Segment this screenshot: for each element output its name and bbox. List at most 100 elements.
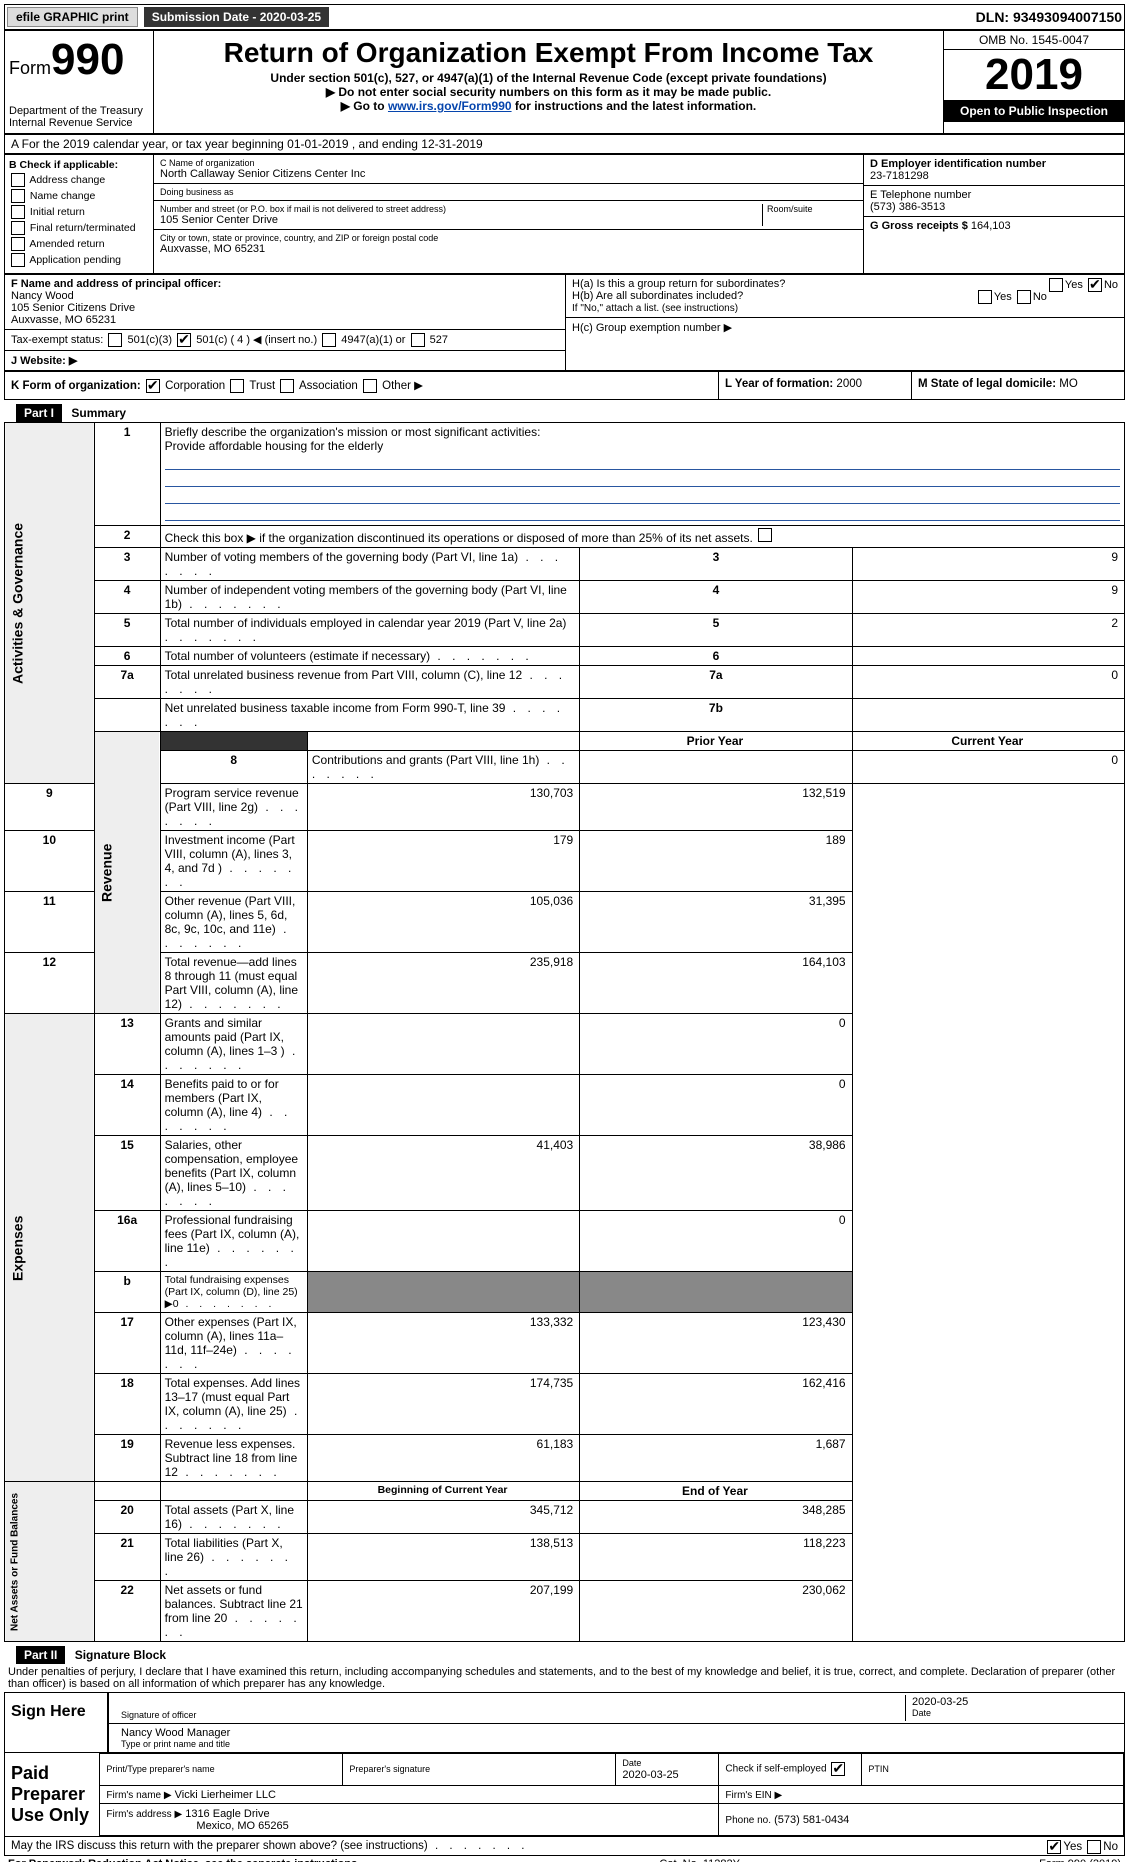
dept-label: Department of the Treasury Internal Reve… (9, 105, 149, 129)
row-a: A For the 2019 calendar year, or tax yea… (4, 134, 1125, 154)
vtab-netassets: Net Assets or Fund Balances (5, 1482, 95, 1642)
table-row: 9Program service revenue (Part VIII, lin… (5, 784, 1125, 831)
omb-number: OMB No. 1545-0047 (944, 31, 1124, 50)
initial-return-checkbox[interactable] (11, 205, 25, 219)
hb-no-checkbox[interactable] (1017, 290, 1031, 304)
discuss-row: May the IRS discuss this return with the… (4, 1837, 1125, 1856)
table-row: 19Revenue less expenses. Subtract line 1… (5, 1435, 1125, 1482)
501c-checkbox[interactable] (177, 333, 191, 347)
discontinued-checkbox[interactable] (758, 528, 772, 542)
officer-addr2: Auxvasse, MO 65231 (11, 314, 116, 326)
vtab-revenue: Revenue (94, 732, 160, 1014)
telephone: (573) 386-3513 (870, 201, 945, 213)
top-bar: efile GRAPHIC print Submission Date - 20… (4, 4, 1125, 30)
officer-typed-name: Nancy Wood Manager (121, 1727, 230, 1739)
table-row: 4Number of independent voting members of… (5, 581, 1125, 614)
amended-checkbox[interactable] (11, 237, 25, 251)
firm-phone: (573) 581-0434 (774, 1814, 849, 1826)
501c3-checkbox[interactable] (108, 333, 122, 347)
table-row: 3Number of voting members of the governi… (5, 548, 1125, 581)
mission: Provide affordable housing for the elder… (165, 439, 384, 453)
table-row: 21Total liabilities (Part X, line 26)138… (5, 1534, 1125, 1581)
subtitle-3: ▶ Go to www.irs.gov/Form990 for instruct… (158, 99, 939, 113)
table-row: 17Other expenses (Part IX, column (A), l… (5, 1313, 1125, 1374)
perjury-text: Under penalties of perjury, I declare th… (4, 1664, 1125, 1692)
section-bcd: B Check if applicable: Address change Na… (4, 154, 1125, 274)
name-change-checkbox[interactable] (11, 189, 25, 203)
form-title: Return of Organization Exempt From Incom… (158, 37, 939, 69)
subtitle-1: Under section 501(c), 527, or 4947(a)(1)… (158, 71, 939, 85)
table-row: 11Other revenue (Part VIII, column (A), … (5, 892, 1125, 953)
summary-table: Activities & Governance 1 Briefly descri… (4, 422, 1125, 1642)
addr-change-checkbox[interactable] (11, 173, 25, 187)
table-row: 20Total assets (Part X, line 16)345,7123… (5, 1501, 1125, 1534)
other-checkbox[interactable] (363, 379, 377, 393)
officer-name: Nancy Wood (11, 290, 74, 302)
table-row: 15Salaries, other compensation, employee… (5, 1136, 1125, 1211)
table-row: 5Total number of individuals employed in… (5, 614, 1125, 647)
row-klm: K Form of organization: Corporation Trus… (4, 371, 1125, 400)
section-fhij: F Name and address of principal officer:… (4, 274, 1125, 371)
form-number: 990 (51, 35, 124, 84)
table-row: Net unrelated business taxable income fr… (5, 699, 1125, 732)
corp-checkbox[interactable] (146, 379, 160, 393)
table-row: 18Total expenses. Add lines 13–17 (must … (5, 1374, 1125, 1435)
form-header: Form990 Department of the Treasury Inter… (4, 30, 1125, 134)
efile-button[interactable]: efile GRAPHIC print (7, 7, 138, 27)
table-row: 22Net assets or fund balances. Subtract … (5, 1581, 1125, 1642)
table-row: bTotal fundraising expenses (Part IX, co… (5, 1272, 1125, 1313)
box-b: B Check if applicable: Address change Na… (5, 155, 154, 273)
part1-title: Summary (71, 406, 126, 420)
table-row: 6Total number of volunteers (estimate if… (5, 647, 1125, 666)
final-return-checkbox[interactable] (11, 221, 25, 235)
street-address: 105 Senior Center Drive (160, 214, 762, 226)
table-row: 16aProfessional fundraising fees (Part I… (5, 1211, 1125, 1272)
ein: 23-7181298 (870, 170, 929, 182)
year-formation: 2000 (836, 378, 862, 390)
ha-no-checkbox[interactable] (1088, 278, 1102, 292)
officer-addr1: 105 Senior Citizens Drive (11, 302, 135, 314)
assoc-checkbox[interactable] (280, 379, 294, 393)
form-label: Form (9, 58, 51, 78)
table-row: 12Total revenue—add lines 8 through 11 (… (5, 953, 1125, 1014)
table-row: 13Grants and similar amounts paid (Part … (5, 1014, 1125, 1075)
part2-title: Signature Block (75, 1648, 166, 1662)
app-pending-checkbox[interactable] (11, 253, 25, 267)
irs-link[interactable]: www.irs.gov/Form990 (388, 99, 512, 113)
box-d: D Employer identification number 23-7181… (864, 155, 1124, 273)
part2-header: Part II (16, 1646, 65, 1664)
dln: DLN: 93493094007150 (976, 9, 1122, 25)
discuss-yes-checkbox[interactable] (1047, 1840, 1061, 1854)
gross-receipts: 164,103 (971, 220, 1011, 232)
website-label: J Website: ▶ (11, 355, 77, 367)
vtab-expenses: Expenses (5, 1014, 95, 1482)
sign-here-label: Sign Here (5, 1693, 107, 1752)
ha-yes-checkbox[interactable] (1049, 278, 1063, 292)
paid-preparer-label: Paid Preparer Use Only (5, 1753, 99, 1836)
firm-name: Vicki Lierheimer LLC (175, 1789, 276, 1801)
part1-header: Part I (16, 404, 62, 422)
vtab-governance: Activities & Governance (5, 423, 95, 784)
prep-date: 2020-03-25 (622, 1769, 678, 1781)
open-public: Open to Public Inspection (944, 100, 1124, 122)
discuss-no-checkbox[interactable] (1087, 1840, 1101, 1854)
box-c: C Name of organization North Callaway Se… (154, 155, 864, 273)
trust-checkbox[interactable] (230, 379, 244, 393)
firm-addr2: Mexico, MO 65265 (196, 1820, 288, 1832)
527-checkbox[interactable] (411, 333, 425, 347)
paid-preparer-block: Paid Preparer Use Only Print/Type prepar… (4, 1753, 1125, 1837)
footer: For Paperwork Reduction Act Notice, see … (4, 1856, 1125, 1862)
self-employed-checkbox[interactable] (831, 1762, 845, 1776)
firm-addr1: 1316 Eagle Drive (185, 1808, 269, 1820)
signature-block: Sign Here Signature of officer 2020-03-2… (4, 1692, 1125, 1753)
table-row: 14Benefits paid to or for members (Part … (5, 1075, 1125, 1136)
sig-date: 2020-03-25 (912, 1696, 1112, 1708)
table-row: 7aTotal unrelated business revenue from … (5, 666, 1125, 699)
subtitle-2: ▶ Do not enter social security numbers o… (158, 85, 939, 99)
table-row: 10Investment income (Part VIII, column (… (5, 831, 1125, 892)
hb-yes-checkbox[interactable] (978, 290, 992, 304)
4947-checkbox[interactable] (322, 333, 336, 347)
tax-year: 2019 (944, 50, 1124, 100)
table-row: 8Contributions and grants (Part VIII, li… (5, 751, 1125, 784)
city-state-zip: Auxvasse, MO 65231 (160, 243, 857, 255)
